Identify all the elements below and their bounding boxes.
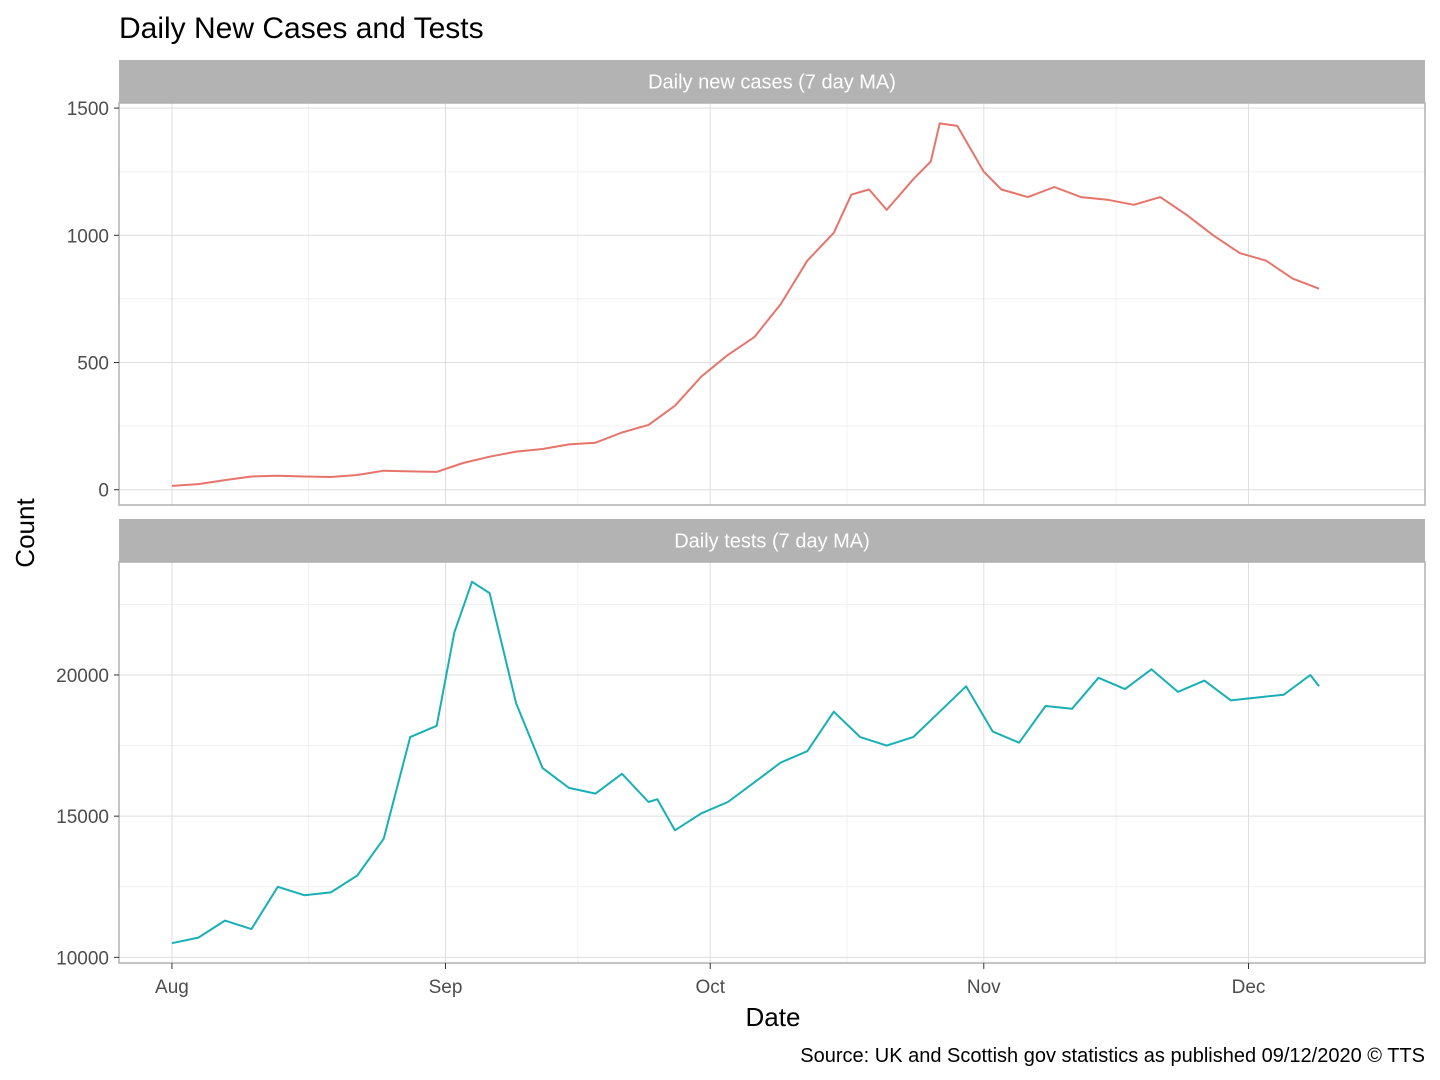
x-axis: Aug Sep Oct Nov Dec [155,963,1265,998]
y-tick-label: 10000 [56,948,109,969]
panels-layer: Daily new cases (7 day MA)050010001500Da… [56,60,1426,969]
y-tick-label: 0 [98,481,109,502]
y-tick-label: 15000 [56,807,109,828]
x-tick-label: Dec [1232,977,1266,998]
x-axis-title: Date [746,1002,801,1032]
y-tick-label: 20000 [56,666,109,687]
chart-title: Daily New Cases and Tests [119,12,484,45]
panel-1: Daily new cases (7 day MA) 0 500 1000 1500 [67,60,1426,506]
y-tick-label: 1000 [67,226,109,247]
x-tick-label: Aug [155,977,189,998]
x-tick-label: Nov [967,977,1001,998]
x-tick-label: Sep [429,977,463,998]
y-tick-label: 1500 [67,99,109,120]
series-line [171,580,1320,945]
panel-strip [119,519,1425,562]
y-axis-title: Count [10,498,40,568]
panel-strip-label: Daily tests (7 day MA) [674,531,870,553]
panel-strip-label: Daily new cases (7 day MA) [648,72,896,94]
panel-strip [119,60,1425,103]
panel-border [118,561,1426,964]
series-line [171,122,1320,487]
source-caption: Source: UK and Scottish gov statistics a… [800,1045,1425,1067]
x-tick-label: Oct [695,977,725,998]
y-tick-label: 500 [77,354,109,375]
panel-border [118,102,1426,506]
panel-2: Daily tests (7 day MA) 10000 15000 20000 [56,519,1426,969]
